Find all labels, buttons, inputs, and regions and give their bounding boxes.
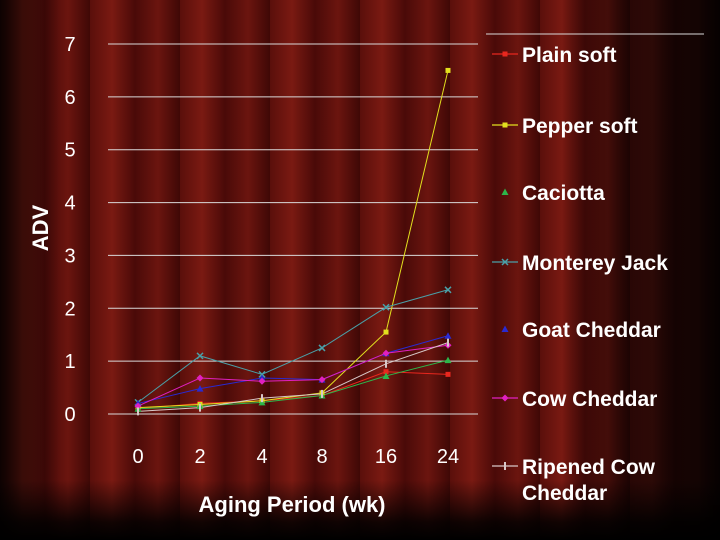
data-point-ripened-cow-cheddar bbox=[137, 407, 139, 416]
x-tick-label: 0 bbox=[132, 446, 143, 468]
legend-marker-caciotta bbox=[501, 188, 509, 195]
y-tick-label: 0 bbox=[64, 404, 75, 426]
legend-marker-cow-cheddar bbox=[501, 394, 509, 402]
data-point-ripened-cow-cheddar bbox=[199, 403, 201, 412]
legend-marker-monterey-jack bbox=[501, 258, 509, 266]
legend-label-ripened-cow-cheddar: Ripened Cow Cheddar bbox=[522, 456, 656, 505]
legend-label-caciotta: Caciotta bbox=[522, 182, 605, 205]
data-point-plain-soft bbox=[445, 371, 451, 377]
legend-label-pepper-soft: Pepper soft bbox=[522, 115, 638, 138]
data-point-ripened-cow-cheddar bbox=[321, 389, 323, 398]
y-tick-label: 1 bbox=[64, 351, 75, 373]
y-tick-labels: 0 1 2 3 4 5 6 7 bbox=[64, 34, 75, 426]
data-point-pepper-soft bbox=[383, 329, 389, 335]
legend-label-plain-soft: Plain soft bbox=[522, 44, 617, 67]
legend-label-goat-cheddar: Goat Cheddar bbox=[522, 319, 661, 342]
series-line-plain-soft bbox=[137, 371, 449, 410]
gridlines bbox=[108, 43, 478, 415]
data-point-cow-cheddar bbox=[382, 349, 390, 357]
legend: Plain soft Pepper soft Caciotta Monterey Ja… bbox=[486, 33, 704, 505]
x-axis-title: Aging Period (wk) bbox=[199, 492, 386, 517]
legend-label-cow-cheddar: Cow Cheddar bbox=[522, 388, 657, 411]
y-axis-title: ADV bbox=[28, 204, 53, 251]
data-point-ripened-cow-cheddar bbox=[385, 359, 387, 368]
series-line-ripened-cow-cheddar bbox=[137, 342, 449, 412]
y-tick-label: 5 bbox=[64, 140, 75, 162]
legend-marker-goat-cheddar bbox=[501, 325, 509, 332]
series-line-cow-cheddar bbox=[137, 344, 449, 407]
data-point-monterey-jack bbox=[444, 286, 452, 294]
x-tick-label: 8 bbox=[316, 446, 327, 468]
y-tick-label: 6 bbox=[64, 87, 75, 109]
data-point-monterey-jack bbox=[382, 303, 390, 311]
series-line-goat-cheddar bbox=[137, 335, 449, 404]
legend-marker-plain-soft bbox=[502, 51, 508, 57]
data-point-monterey-jack bbox=[196, 352, 204, 360]
y-tick-label: 4 bbox=[64, 193, 75, 215]
data-point-cow-cheddar bbox=[134, 402, 142, 410]
data-point-monterey-jack bbox=[318, 344, 326, 352]
data-point-goat-cheddar bbox=[444, 332, 452, 339]
legend-marker-pepper-soft bbox=[502, 122, 508, 128]
data-point-plain-soft bbox=[383, 369, 389, 375]
legend-marker-ripened-cow-cheddar bbox=[504, 462, 506, 470]
series-lines bbox=[137, 70, 449, 412]
data-point-ripened-cow-cheddar bbox=[447, 338, 449, 347]
y-tick-label: 2 bbox=[64, 298, 75, 320]
data-point-caciotta bbox=[382, 372, 390, 379]
x-tick-label: 2 bbox=[194, 446, 205, 468]
data-point-goat-cheddar bbox=[196, 385, 204, 392]
data-point-caciotta bbox=[444, 356, 452, 364]
x-tick-label: 16 bbox=[375, 446, 397, 468]
x-tick-labels: 0 2 4 8 16 24 bbox=[132, 446, 459, 468]
y-tick-label: 3 bbox=[64, 245, 75, 267]
data-point-pepper-soft bbox=[445, 67, 451, 73]
data-point-cow-cheddar bbox=[196, 374, 204, 382]
x-tick-label: 4 bbox=[256, 446, 267, 468]
series-markers bbox=[134, 67, 452, 416]
data-point-cow-cheddar bbox=[258, 377, 266, 385]
y-tick-label: 7 bbox=[64, 34, 75, 56]
data-point-monterey-jack bbox=[258, 370, 266, 378]
series-line-monterey-jack bbox=[137, 289, 449, 403]
data-point-cow-cheddar bbox=[318, 376, 326, 384]
data-point-ripened-cow-cheddar bbox=[261, 394, 263, 403]
series-line-pepper-soft bbox=[137, 70, 449, 409]
x-tick-label: 24 bbox=[437, 446, 459, 468]
series-line-caciotta bbox=[137, 359, 449, 410]
legend-label-monterey-jack: Monterey Jack bbox=[522, 252, 668, 275]
